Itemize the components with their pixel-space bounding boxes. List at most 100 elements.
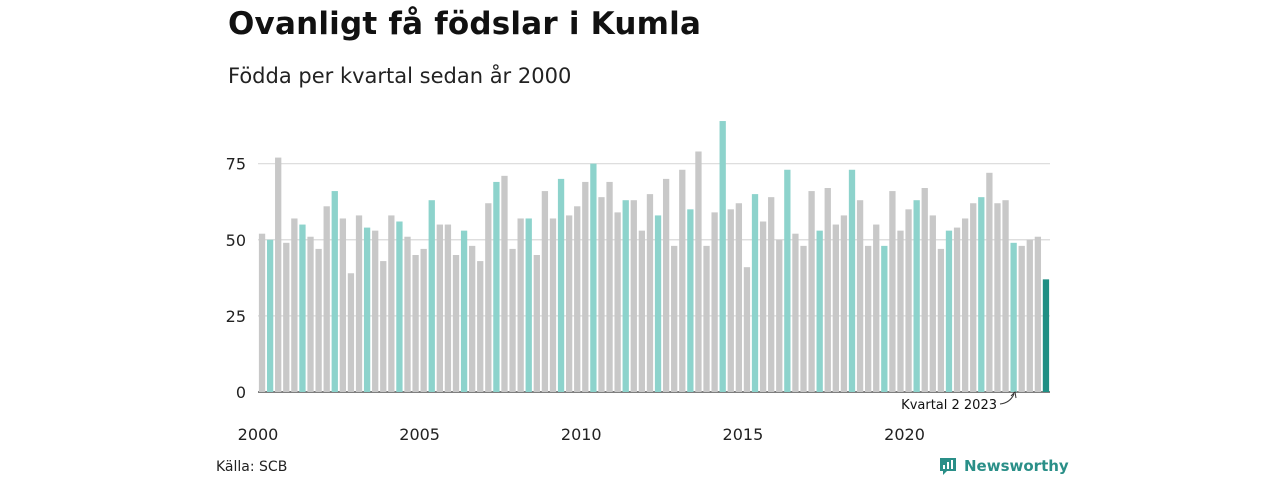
bar <box>759 221 767 392</box>
bar <box>889 191 896 392</box>
bar <box>897 230 904 392</box>
bar <box>436 224 443 392</box>
bar <box>856 200 864 392</box>
bar <box>606 181 613 392</box>
bar <box>808 191 815 392</box>
bar <box>444 224 452 392</box>
bar <box>541 191 549 392</box>
bar <box>557 178 565 392</box>
bar <box>614 212 621 392</box>
bar <box>986 172 993 392</box>
bar <box>768 197 775 392</box>
current-quarter-bar <box>1042 279 1050 392</box>
bar <box>800 245 807 392</box>
bar <box>719 121 726 392</box>
bar <box>1010 242 1017 392</box>
bar <box>258 233 266 392</box>
annotation-arrowhead <box>1010 390 1017 399</box>
bar <box>355 215 363 392</box>
bar <box>323 206 330 392</box>
bar <box>848 169 856 392</box>
bar <box>565 215 573 392</box>
bar <box>945 230 953 392</box>
bar <box>574 206 581 392</box>
source-note: Källa: SCB <box>216 459 288 475</box>
bar <box>784 169 791 392</box>
bar <box>533 255 540 392</box>
bar <box>460 230 468 392</box>
x-tick-label: 2020 <box>884 425 925 444</box>
bar <box>671 245 678 392</box>
annotation-label: Kvartal 2 2023 <box>901 398 997 413</box>
bar <box>695 151 702 392</box>
bar <box>840 215 848 392</box>
bar <box>582 181 589 392</box>
bar <box>1026 239 1033 392</box>
bar <box>485 203 492 392</box>
x-tick-label: 2010 <box>561 425 602 444</box>
bar <box>299 224 306 392</box>
bar <box>816 230 823 392</box>
bar <box>283 242 290 392</box>
bar <box>824 188 831 392</box>
annotation-group: Kvartal 2 2023 <box>901 390 1017 413</box>
bar <box>662 178 670 392</box>
bar <box>638 230 646 392</box>
x-tick-label: 2005 <box>399 425 440 444</box>
bar <box>517 218 524 392</box>
bar <box>978 197 985 392</box>
x-tick-label: 2000 <box>238 425 279 444</box>
bar <box>735 203 743 392</box>
bar <box>751 194 759 392</box>
brand-name: Newsworthy <box>964 457 1069 475</box>
bar <box>477 261 484 392</box>
bar <box>598 197 605 392</box>
bar <box>501 175 508 392</box>
bar <box>266 239 274 392</box>
bar <box>970 203 977 392</box>
bar <box>929 215 936 392</box>
x-axis-labels: 2000 2005 2010 2015 2020 <box>238 425 925 444</box>
bar <box>469 245 476 392</box>
bar <box>743 267 751 392</box>
bar <box>654 215 662 392</box>
bar <box>711 212 718 392</box>
bar <box>452 255 460 392</box>
y-tick-label: 75 <box>226 155 246 174</box>
y-tick-label: 0 <box>236 383 246 402</box>
bar <box>994 203 1001 392</box>
y-axis-labels: 0 25 50 75 <box>226 155 246 402</box>
bar <box>832 224 839 392</box>
brand-link[interactable]: Newsworthy <box>938 456 1069 476</box>
bar <box>727 209 734 392</box>
bars <box>258 121 1050 392</box>
bar <box>961 218 969 392</box>
bar <box>291 218 298 392</box>
bar <box>372 230 379 392</box>
bar <box>776 239 783 392</box>
bar <box>315 248 322 392</box>
bar <box>1034 236 1042 392</box>
bar <box>275 157 282 392</box>
x-tick-label: 2015 <box>723 425 764 444</box>
bar <box>380 261 387 392</box>
chart-title: Ovanligt få födslar i Kumla <box>228 6 702 42</box>
annotation-arrow <box>999 393 1015 405</box>
bar <box>388 215 395 392</box>
bar <box>331 191 338 392</box>
bar <box>509 248 516 392</box>
bar <box>703 245 710 392</box>
bar <box>493 181 500 392</box>
bar <box>881 245 888 392</box>
bar <box>792 233 799 392</box>
bar <box>630 200 637 392</box>
bar <box>937 248 945 392</box>
bar <box>412 255 419 392</box>
bar <box>404 236 411 392</box>
bar <box>953 227 961 392</box>
bar <box>921 188 928 392</box>
bar <box>873 224 880 392</box>
bar <box>865 245 872 392</box>
bar <box>590 163 597 392</box>
